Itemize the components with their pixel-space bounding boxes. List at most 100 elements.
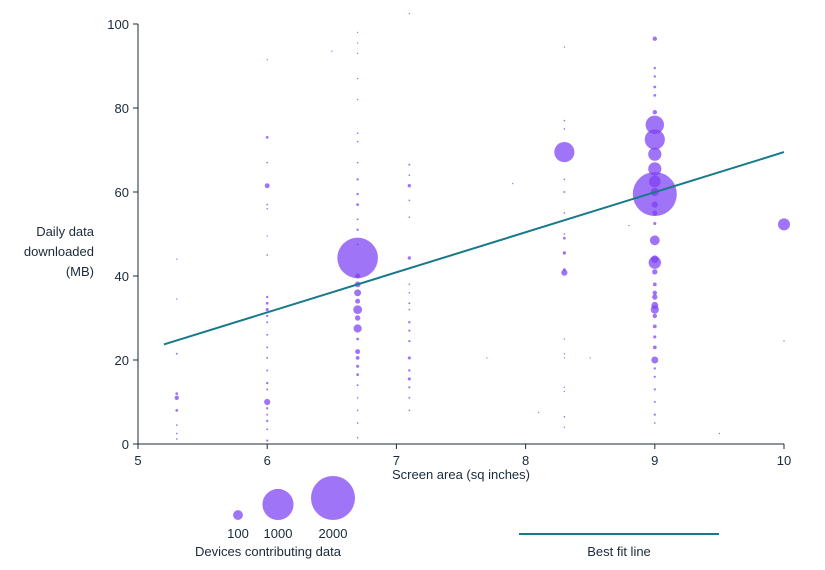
line-legend-label: Best fit line [587,544,651,559]
size-legend-label-100: 100 [227,526,249,541]
data-bubble [648,175,661,188]
data-bubble [337,237,378,279]
data-bubble [266,254,269,256]
data-bubble [653,94,657,97]
data-bubble [266,369,269,372]
data-bubble [783,340,785,342]
data-bubble [266,235,268,237]
data-bubble [653,413,656,416]
data-bubble [408,409,411,412]
data-bubble [266,161,269,164]
data-bubble [408,308,411,311]
data-bubble [511,182,514,185]
size-legend-label-2000: 2000 [319,526,348,541]
data-bubble [356,422,359,424]
data-bubble [353,305,363,314]
data-bubble [266,203,269,206]
data-bubble [718,432,721,435]
x-ticks: 5 6 7 8 9 10 [134,444,791,468]
data-bubble [356,77,359,80]
data-bubble [356,436,359,439]
data-bubble [175,392,179,395]
data-bubble [266,346,269,349]
data-bubble [563,390,566,393]
data-bubble [650,255,659,264]
y-tick-label: 100 [107,17,129,32]
data-bubble [561,269,568,276]
data-bubble [652,290,657,295]
data-bubble [175,438,178,440]
data-bubble [652,282,657,287]
data-bubble [563,178,566,181]
data-bubble [408,302,411,305]
data-bubble [355,349,361,355]
size-legend-bubbles [233,476,355,521]
data-bubble [652,294,658,300]
x-tick-label: 7 [393,453,400,468]
data-bubble [408,396,411,399]
data-bubble [649,235,660,246]
data-bubble [266,407,269,410]
size-legend-bubble [233,510,243,521]
data-bubble [266,295,269,299]
data-bubble [356,42,359,44]
x-tick-label: 5 [134,453,141,468]
data-bubble [266,314,269,318]
data-bubble [266,333,269,336]
data-bubble [653,388,656,391]
data-bubble [265,308,269,312]
best-fit-line [163,151,785,346]
data-bubble [408,329,411,332]
x-axis-title: Screen area (sq inches) [392,467,530,482]
y-tick-label: 60 [115,185,129,200]
data-bubble [266,439,269,442]
data-bubble [354,315,361,321]
data-bubble [264,183,270,189]
data-bubble [408,386,411,389]
size-legend-bubble [262,488,294,521]
y-axis-title-line-1: Daily data [36,224,95,239]
data-bubble [355,273,361,279]
data-bubble [408,340,411,343]
data-bubble [653,66,656,70]
data-bubble [408,283,411,286]
data-bubble [408,163,411,166]
data-bubble [356,364,360,368]
data-bubble [266,413,269,416]
data-bubble [777,218,791,231]
data-bubble [648,147,662,161]
data-bubble [648,162,662,176]
data-bubble [266,419,269,423]
data-bubble [652,313,657,319]
data-bubble [354,289,362,297]
data-bubble [562,251,567,255]
data-bubble [562,236,566,240]
data-bubble [408,199,411,202]
data-bubble [175,424,178,426]
data-bubble [563,119,566,122]
data-bubble [651,301,659,309]
line-legend: Best fit line [519,533,719,559]
data-bubble [652,110,657,115]
data-bubble [266,207,269,210]
x-tick-label: 8 [522,453,529,468]
size-legend-title: Devices contributing data [195,544,342,559]
data-bubble [628,224,630,227]
data-bubble [176,298,178,300]
data-bubble [175,432,178,435]
size-legend-bubble [311,476,355,520]
data-bubble [645,115,664,134]
data-bubble [589,357,591,359]
data-bubble [355,298,361,304]
data-bubble [644,129,665,150]
data-bubble [407,377,411,381]
data-bubble [356,178,359,181]
size-legend-label-1000: 1000 [264,526,293,541]
data-bubble [486,357,488,359]
data-bubble [266,381,269,385]
data-bubble [408,291,411,294]
data-bubble [264,398,271,406]
data-bubble [266,59,268,61]
data-bubble [356,396,359,399]
data-bubble [537,411,540,414]
